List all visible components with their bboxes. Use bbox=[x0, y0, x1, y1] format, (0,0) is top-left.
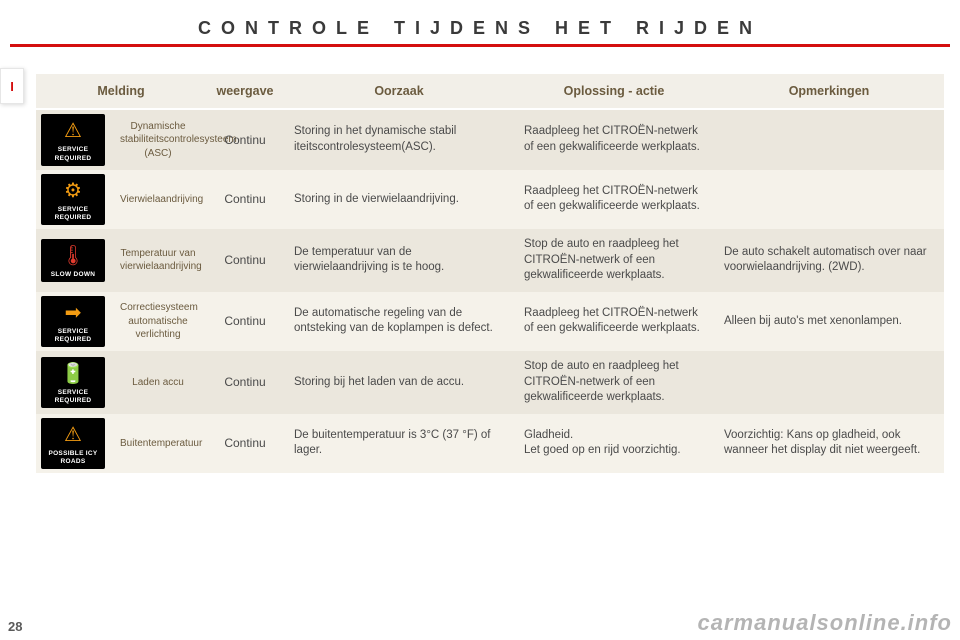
opmerkingen-cell: Alleen bij auto's met xenonlampen. bbox=[714, 292, 944, 352]
weergave-cell: Continu bbox=[206, 414, 284, 474]
oorzaak-cell: De temperatuur van de vierwielaandrijvin… bbox=[284, 229, 514, 292]
col-oorzaak: Oorzaak bbox=[284, 74, 514, 109]
col-melding: Melding bbox=[36, 74, 206, 109]
oorzaak-cell: Storing bij het laden van de accu. bbox=[284, 351, 514, 414]
watermark: carmanualsonline.info bbox=[698, 610, 953, 636]
section-tab: I bbox=[0, 68, 24, 104]
page-number: 28 bbox=[8, 619, 22, 634]
warning-icon-cell: ⚠SERVICE REQUIRED bbox=[36, 109, 110, 170]
oorzaak-cell: Storing in het dynamische stabil iteitsc… bbox=[284, 109, 514, 170]
table-header-row: Melding weergave Oorzaak Oplossing - act… bbox=[36, 74, 944, 109]
warning-glyph: ⚠ bbox=[41, 421, 105, 449]
warning-caption: SERVICE REQUIRED bbox=[41, 388, 105, 407]
warning-icon: ⚙SERVICE REQUIRED bbox=[41, 174, 105, 226]
warning-name: Dynamische stabiliteitscontrolesysteem (… bbox=[110, 109, 206, 170]
warning-caption: SERVICE REQUIRED bbox=[41, 327, 105, 346]
warning-icon: ➡SERVICE REQUIRED bbox=[41, 296, 105, 348]
warning-glyph: ➡ bbox=[41, 299, 105, 327]
warning-icon-cell: ⚙SERVICE REQUIRED bbox=[36, 170, 110, 230]
warning-icon-cell: 🌡SLOW DOWN bbox=[36, 229, 110, 292]
warning-caption: SLOW DOWN bbox=[41, 270, 105, 280]
warning-glyph: 🌡 bbox=[41, 242, 105, 270]
heading-rule bbox=[10, 44, 950, 47]
table-row: ⚠POSSIBLE ICY ROADSBuitentemperatuurCont… bbox=[36, 414, 944, 474]
opmerkingen-cell: Voorzichtig: Kans op gladheid, ook wanne… bbox=[714, 414, 944, 474]
warning-glyph: ⚙ bbox=[41, 177, 105, 205]
table-row: ⚙SERVICE REQUIREDVierwielaandrijvingCont… bbox=[36, 170, 944, 230]
warning-icon: 🌡SLOW DOWN bbox=[41, 239, 105, 282]
col-weergave: weergave bbox=[206, 74, 284, 109]
oplossing-cell: Raadpleeg het CITROËN-netwerk of een gek… bbox=[514, 170, 714, 230]
col-opmerkingen: Opmerkingen bbox=[714, 74, 944, 109]
weergave-cell: Continu bbox=[206, 292, 284, 352]
opmerkingen-cell bbox=[714, 170, 944, 230]
oplossing-cell: Stop de auto en raadpleeg het CITROËN-ne… bbox=[514, 229, 714, 292]
warning-icon-cell: ⚠POSSIBLE ICY ROADS bbox=[36, 414, 110, 474]
warning-glyph: ⚠ bbox=[41, 117, 105, 145]
oplossing-cell: Stop de auto en raadpleeg het CITROËN-ne… bbox=[514, 351, 714, 414]
oorzaak-cell: De automatische regeling van de ontsteki… bbox=[284, 292, 514, 352]
warning-name: Temperatuur van vierwielaandrijving bbox=[110, 229, 206, 292]
warning-caption: SERVICE REQUIRED bbox=[41, 205, 105, 224]
weergave-cell: Continu bbox=[206, 351, 284, 414]
oplossing-cell: Raadpleeg het CITROËN-netwerk of een gek… bbox=[514, 292, 714, 352]
table-row: ⚠SERVICE REQUIREDDynamische stabiliteits… bbox=[36, 109, 944, 170]
warnings-table: Melding weergave Oorzaak Oplossing - act… bbox=[36, 74, 944, 473]
page-title: CONTROLE TIJDENS HET RIJDEN bbox=[0, 18, 960, 39]
warning-icon: 🔋SERVICE REQUIRED bbox=[41, 357, 105, 409]
warning-caption: SERVICE REQUIRED bbox=[41, 145, 105, 164]
table-row: ➡SERVICE REQUIREDCorrectiesysteem automa… bbox=[36, 292, 944, 352]
warning-icon-cell: ➡SERVICE REQUIRED bbox=[36, 292, 110, 352]
oplossing-cell: Raadpleeg het CITROËN-netwerk of een gek… bbox=[514, 109, 714, 170]
warning-icon: ⚠SERVICE REQUIRED bbox=[41, 114, 105, 166]
warning-name: Correctiesysteem automatische verlichtin… bbox=[110, 292, 206, 352]
table-row: 🌡SLOW DOWNTemperatuur van vierwielaandri… bbox=[36, 229, 944, 292]
weergave-cell: Continu bbox=[206, 170, 284, 230]
weergave-cell: Continu bbox=[206, 229, 284, 292]
warning-icon: ⚠POSSIBLE ICY ROADS bbox=[41, 418, 105, 470]
warning-glyph: 🔋 bbox=[41, 360, 105, 388]
warning-name: Vierwielaandrijving bbox=[110, 170, 206, 230]
warning-caption: POSSIBLE ICY ROADS bbox=[41, 449, 105, 468]
opmerkingen-cell bbox=[714, 109, 944, 170]
warning-name: Laden accu bbox=[110, 351, 206, 414]
oorzaak-cell: Storing in de vierwielaandrijving. bbox=[284, 170, 514, 230]
opmerkingen-cell bbox=[714, 351, 944, 414]
oorzaak-cell: De buitentemperatuur is 3°C (37 °F) of l… bbox=[284, 414, 514, 474]
warning-name: Buitentemperatuur bbox=[110, 414, 206, 474]
opmerkingen-cell: De auto schakelt automatisch over naar v… bbox=[714, 229, 944, 292]
col-oplossing: Oplossing - actie bbox=[514, 74, 714, 109]
warning-icon-cell: 🔋SERVICE REQUIRED bbox=[36, 351, 110, 414]
table-row: 🔋SERVICE REQUIREDLaden accuContinuStorin… bbox=[36, 351, 944, 414]
oplossing-cell: Gladheid. Let goed op en rijd voorzichti… bbox=[514, 414, 714, 474]
